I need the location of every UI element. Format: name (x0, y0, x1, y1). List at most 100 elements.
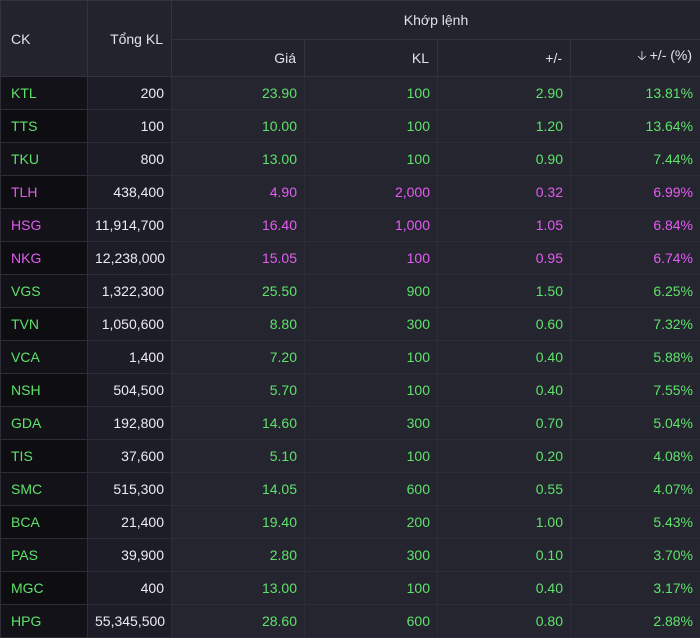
change-pct-cell: 13.81% (571, 77, 700, 110)
change-pct-cell: 6.99% (571, 176, 700, 209)
price-cell: 19.40 (172, 506, 305, 539)
change-cell: 0.40 (438, 374, 571, 407)
price-cell: 2.80 (172, 539, 305, 572)
symbol-cell[interactable]: VCA (1, 341, 88, 374)
total-volume-cell: 515,300 (88, 473, 172, 506)
header-ck[interactable]: CK (1, 1, 88, 77)
change-cell: 1.20 (438, 110, 571, 143)
change-cell: 1.00 (438, 506, 571, 539)
change-cell: 0.95 (438, 242, 571, 275)
symbol-cell[interactable]: TVN (1, 308, 88, 341)
volume-cell: 300 (305, 407, 438, 440)
symbol-cell[interactable]: TIS (1, 440, 88, 473)
change-cell: 1.05 (438, 209, 571, 242)
change-cell: 0.40 (438, 341, 571, 374)
change-pct-cell: 3.70% (571, 539, 700, 572)
price-cell: 4.90 (172, 176, 305, 209)
change-cell: 0.32 (438, 176, 571, 209)
price-cell: 15.05 (172, 242, 305, 275)
symbol-cell[interactable]: HSG (1, 209, 88, 242)
change-cell: 0.90 (438, 143, 571, 176)
symbol-cell[interactable]: TKU (1, 143, 88, 176)
total-volume-cell: 200 (88, 77, 172, 110)
total-volume-cell: 192,800 (88, 407, 172, 440)
total-volume-cell: 37,600 (88, 440, 172, 473)
price-cell: 5.10 (172, 440, 305, 473)
symbol-cell[interactable]: VGS (1, 275, 88, 308)
total-volume-cell: 55,345,500 (88, 605, 172, 638)
total-volume-cell: 39,900 (88, 539, 172, 572)
symbol-cell[interactable]: PAS (1, 539, 88, 572)
header-price[interactable]: Giá (172, 40, 305, 77)
symbol-cell[interactable]: NSH (1, 374, 88, 407)
symbol-cell[interactable]: GDA (1, 407, 88, 440)
price-cell: 7.20 (172, 341, 305, 374)
symbol-cell[interactable]: BCA (1, 506, 88, 539)
volume-cell: 300 (305, 539, 438, 572)
change-cell: 2.90 (438, 77, 571, 110)
change-pct-cell: 6.25% (571, 275, 700, 308)
symbol-cell[interactable]: MGC (1, 572, 88, 605)
symbol-cell[interactable]: HPG (1, 605, 88, 638)
volume-cell: 100 (305, 374, 438, 407)
symbol-cell[interactable]: TTS (1, 110, 88, 143)
total-volume-cell: 12,238,000 (88, 242, 172, 275)
total-volume-cell: 438,400 (88, 176, 172, 209)
price-cell: 13.00 (172, 143, 305, 176)
change-cell: 0.70 (438, 407, 571, 440)
volume-cell: 600 (305, 473, 438, 506)
change-pct-cell: 4.07% (571, 473, 700, 506)
symbol-cell[interactable]: SMC (1, 473, 88, 506)
price-cell: 14.05 (172, 473, 305, 506)
arrow-down-icon: 🡣 (637, 47, 646, 69)
change-pct-cell: 5.04% (571, 407, 700, 440)
symbol-cell[interactable]: KTL (1, 77, 88, 110)
price-cell: 16.40 (172, 209, 305, 242)
header-volume[interactable]: KL (305, 40, 438, 77)
price-cell: 10.00 (172, 110, 305, 143)
total-volume-cell: 400 (88, 572, 172, 605)
change-pct-cell: 6.84% (571, 209, 700, 242)
price-cell: 23.90 (172, 77, 305, 110)
price-cell: 13.00 (172, 572, 305, 605)
change-cell: 0.60 (438, 308, 571, 341)
total-volume-cell: 800 (88, 143, 172, 176)
symbol-cell[interactable]: TLH (1, 176, 88, 209)
change-pct-cell: 4.08% (571, 440, 700, 473)
header-total-volume[interactable]: Tổng KL (88, 1, 172, 77)
total-volume-cell: 11,914,700 (88, 209, 172, 242)
change-pct-cell: 5.88% (571, 341, 700, 374)
volume-cell: 100 (305, 440, 438, 473)
volume-cell: 100 (305, 143, 438, 176)
price-cell: 28.60 (172, 605, 305, 638)
total-volume-cell: 1,050,600 (88, 308, 172, 341)
total-volume-cell: 100 (88, 110, 172, 143)
header-change[interactable]: +/- (438, 40, 571, 77)
symbol-cell[interactable]: NKG (1, 242, 88, 275)
header-change-pct[interactable]: 🡣+/- (%) (571, 40, 700, 77)
total-volume-cell: 504,500 (88, 374, 172, 407)
volume-cell: 200 (305, 506, 438, 539)
volume-cell: 100 (305, 242, 438, 275)
change-pct-cell: 6.74% (571, 242, 700, 275)
change-cell: 1.50 (438, 275, 571, 308)
change-pct-cell: 7.44% (571, 143, 700, 176)
